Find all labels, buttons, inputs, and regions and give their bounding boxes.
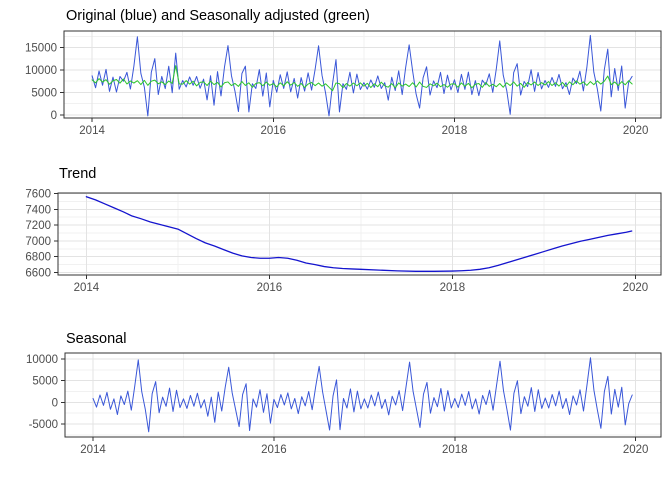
y-tick-label: 6600 bbox=[25, 267, 51, 279]
panel-1: 2014 2016 2018 2020 0 5000 10000 15000 bbox=[25, 30, 662, 137]
y-tick-label: 10000 bbox=[26, 354, 58, 366]
x-tick-label: 2016 bbox=[261, 444, 287, 456]
original-series-line bbox=[91, 34, 633, 117]
panel-3: 2014 2016 2018 2020 -5000 0 5000 10000 bbox=[26, 352, 662, 456]
y-tick-label: 7600 bbox=[25, 189, 51, 201]
x-tick-label: 2020 bbox=[623, 282, 649, 294]
x-tick-label: 2016 bbox=[260, 125, 286, 137]
x-tick-label: 2018 bbox=[442, 125, 468, 137]
y-tick-label: 6800 bbox=[25, 252, 51, 264]
y-tick-label: 7200 bbox=[25, 220, 51, 232]
y-tick-label: 5000 bbox=[31, 87, 57, 99]
panel-title-trend: Trend bbox=[59, 166, 97, 182]
panel-border bbox=[57, 192, 662, 276]
x-tick-label: 2020 bbox=[623, 444, 649, 456]
seasonally-adjusted-series-line bbox=[91, 65, 633, 92]
y-tick-label: 10000 bbox=[25, 65, 57, 77]
x-tick-label: 2014 bbox=[80, 444, 106, 456]
y-tick-label: 7000 bbox=[25, 236, 51, 248]
y-tick-label: 0 bbox=[51, 110, 57, 122]
panel-border bbox=[63, 30, 662, 119]
trend-series-line bbox=[85, 196, 633, 272]
panel-title-seasonal: Seasonal bbox=[66, 331, 127, 347]
seasonal-series-line bbox=[92, 357, 633, 433]
x-tick-label: 2014 bbox=[79, 125, 105, 137]
panel-title-original-adjusted: Original (blue) and Seasonally adjusted … bbox=[66, 8, 370, 24]
panel-border bbox=[64, 352, 662, 438]
y-tick-label: 7400 bbox=[25, 204, 51, 216]
x-tick-label: 2016 bbox=[257, 282, 283, 294]
x-tick-label: 2018 bbox=[442, 444, 468, 456]
y-tick-label: 0 bbox=[52, 397, 58, 409]
x-tick-label: 2014 bbox=[74, 282, 100, 294]
y-tick-label: -5000 bbox=[29, 419, 58, 431]
y-tick-label: 15000 bbox=[25, 43, 57, 55]
x-tick-label: 2018 bbox=[440, 282, 466, 294]
x-tick-label: 2020 bbox=[623, 125, 649, 137]
y-tick-label: 5000 bbox=[32, 376, 58, 388]
panel-2: 2014 2016 2018 2020 6600 6800 7000 7200 7400 7600 bbox=[25, 189, 662, 294]
